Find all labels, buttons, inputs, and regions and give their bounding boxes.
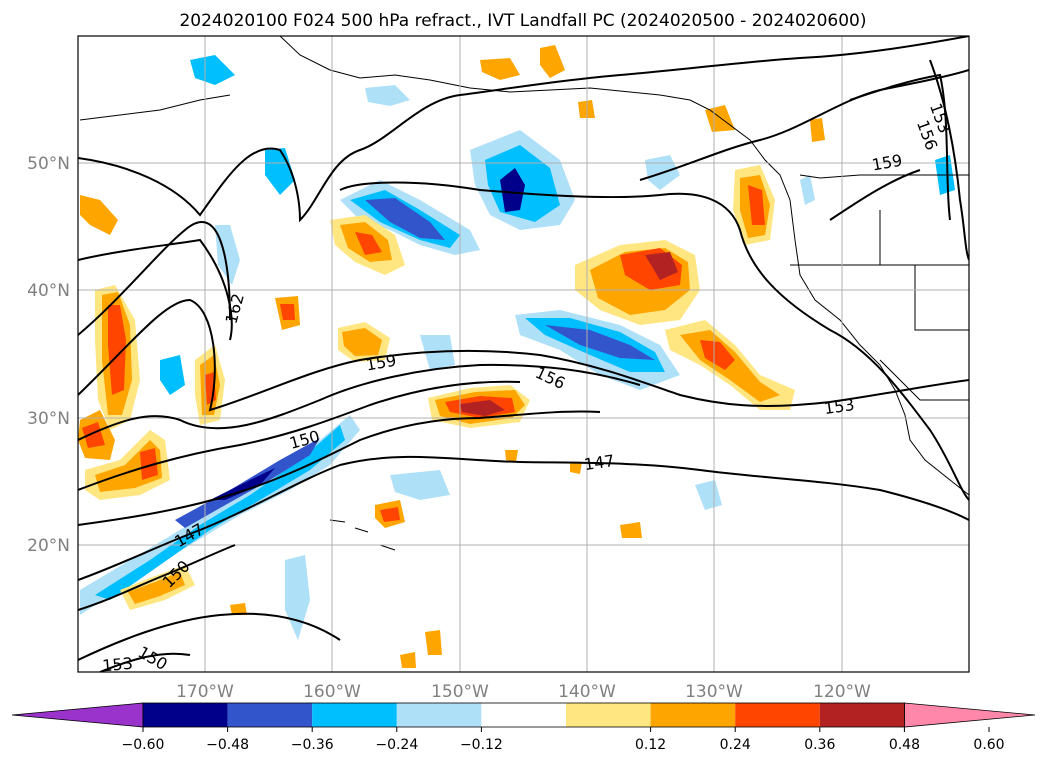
colorbar-tick-label: −0.12 bbox=[460, 737, 503, 753]
colorbar-tick-label: 0.36 bbox=[804, 737, 835, 753]
colorbar-swatch bbox=[227, 703, 313, 727]
colorbar-swatch bbox=[143, 703, 228, 727]
contour-label: 153 bbox=[101, 654, 133, 676]
colorbar-arrow-low bbox=[11, 702, 144, 728]
map-panel: 162 159 156 153 150 147 147 150 153 150 … bbox=[77, 35, 970, 676]
lon-label: 140°W bbox=[558, 682, 616, 702]
latitude-labels: 50°N 40°N 30°N 20°N bbox=[27, 154, 70, 556]
lon-label: 170°W bbox=[176, 682, 234, 702]
colorbar-swatches bbox=[11, 702, 1036, 728]
lat-label: 20°N bbox=[27, 536, 70, 556]
colorbar-tick-label: 0.24 bbox=[720, 737, 751, 753]
lon-label: 120°W bbox=[813, 682, 871, 702]
colorbar-swatch bbox=[312, 703, 397, 727]
colorbar-swatch bbox=[566, 703, 651, 727]
colorbar-arrow-high bbox=[904, 702, 1036, 728]
longitude-labels: 170°W 160°W 150°W 140°W 130°W 120°W bbox=[176, 682, 871, 702]
negative-anomaly-shading bbox=[80, 55, 955, 640]
colorbar-tick-label: −0.60 bbox=[122, 737, 165, 753]
colorbar-tick-label: −0.36 bbox=[291, 737, 334, 753]
colorbar-tick-label: −0.24 bbox=[375, 737, 418, 753]
lat-label: 40°N bbox=[27, 281, 70, 301]
contour-label: 153 bbox=[823, 395, 856, 418]
height-contours bbox=[78, 36, 969, 672]
colorbar-swatch bbox=[481, 703, 566, 727]
contour-label: 147 bbox=[583, 451, 616, 474]
colorbar-frame bbox=[142, 702, 905, 728]
colorbar-tick-label: −0.48 bbox=[206, 737, 249, 753]
colorbar-tick-label: 0.60 bbox=[973, 737, 1004, 753]
coastlines bbox=[79, 36, 969, 551]
lat-label: 30°N bbox=[27, 409, 70, 429]
map-frame bbox=[77, 35, 970, 673]
colorbar-swatch bbox=[819, 703, 905, 727]
colorbar-tick-label: 0.12 bbox=[635, 737, 666, 753]
map-title: 2024020100 F024 500 hPa refract., IVT La… bbox=[179, 11, 866, 31]
lat-label: 50°N bbox=[27, 154, 70, 174]
colorbar-tick-label: 0.48 bbox=[889, 737, 920, 753]
lon-label: 160°W bbox=[303, 682, 361, 702]
lon-label: 130°W bbox=[685, 682, 743, 702]
colorbar: −0.60 −0.48 −0.36 −0.24 −0.12 0.12 0.24 0.36 0.4… bbox=[11, 702, 1036, 753]
colorbar-swatch bbox=[735, 703, 820, 727]
colorbar-swatch bbox=[396, 703, 482, 727]
lon-label: 150°W bbox=[431, 682, 489, 702]
positive-anomaly-shading bbox=[78, 45, 825, 668]
graticule bbox=[78, 36, 969, 672]
colorbar-ticks: −0.60 −0.48 −0.36 −0.24 −0.12 0.12 0.24 0.36 0.4… bbox=[122, 727, 1005, 753]
colorbar-swatch bbox=[650, 703, 736, 727]
